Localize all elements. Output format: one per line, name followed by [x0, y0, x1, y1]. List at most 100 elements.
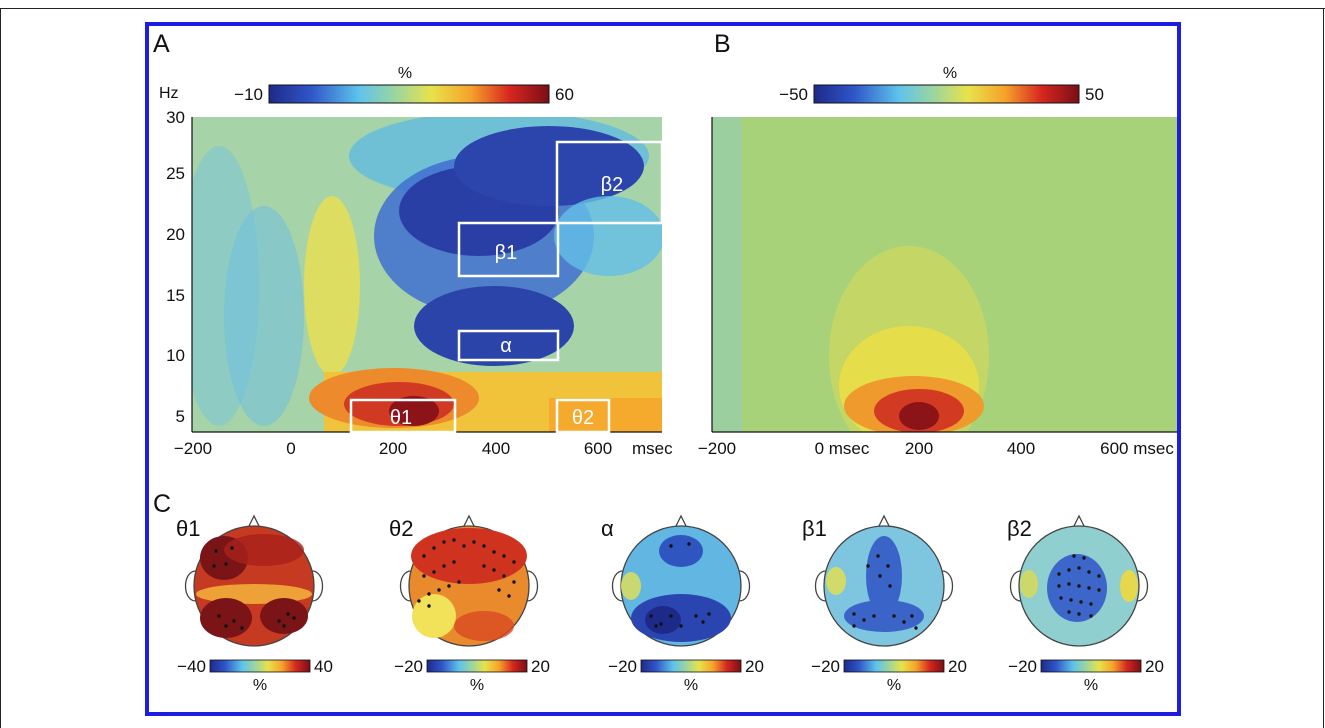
electrode-dot: [217, 614, 221, 618]
panel-b-x-tick: 600 msec: [1100, 439, 1174, 458]
electrode-dot: [432, 570, 436, 574]
panel-a: A Hz % −10 60 30 25: [153, 30, 673, 458]
electrode-dot: [492, 568, 496, 572]
electrode-dot: [502, 574, 506, 578]
scalp-hotspot: [1020, 570, 1038, 598]
panel-b-axes: [711, 117, 1177, 433]
scalp-hotspot: [645, 606, 681, 634]
panel-b-x-tick: 0 msec: [815, 439, 870, 458]
panel-a-x-unit: msec: [632, 439, 673, 458]
panel-a-colorbar-max: 60: [555, 85, 574, 104]
band-label-alpha: α: [500, 335, 512, 357]
electrode-dot: [457, 580, 461, 584]
head-nose: [674, 514, 688, 529]
panel-a-y-tick: 20: [166, 225, 185, 244]
band-label-beta2: β2: [601, 174, 624, 196]
electrode-dot: [1059, 596, 1063, 600]
electrode-dot: [669, 614, 673, 618]
electrode-dot: [852, 612, 856, 616]
electrode-dot: [427, 592, 431, 596]
panel-b: B % −50 50 −200 0 msec 200 400 600 msec: [698, 30, 1182, 458]
electrode-dot: [502, 554, 506, 558]
topomap-unit: %: [470, 677, 484, 694]
head-nose: [877, 514, 891, 529]
panel-a-y-tick: 15: [166, 286, 185, 305]
panel-b-colorbar-min: −50: [779, 85, 808, 104]
scalp-hotspot: [411, 528, 527, 584]
head-nose: [462, 514, 476, 529]
electrode-dot: [669, 544, 673, 548]
topomap-colorbar: [640, 659, 742, 673]
panel-b-heatmap: [712, 117, 1182, 432]
topomap-min: −40: [177, 657, 206, 676]
electrode-dot: [482, 564, 486, 568]
page-rule-left: [0, 8, 1, 728]
panel-a-colorbar: [268, 84, 550, 104]
electrode-dot: [422, 574, 426, 578]
electrode-dot: [442, 540, 446, 544]
topomap-max: 20: [948, 657, 967, 676]
electrode-dot: [224, 624, 228, 628]
panel-a-y-tick: 5: [176, 407, 185, 426]
head-nose: [247, 514, 261, 529]
electrode-dot: [214, 549, 218, 553]
panel-a-heatmap: [192, 117, 662, 432]
topomap-unit: %: [684, 677, 698, 694]
topomap-unit: %: [253, 677, 267, 694]
band-label-theta2: θ2: [572, 407, 594, 429]
topomap-max: 20: [531, 657, 550, 676]
electrode-dot: [687, 542, 691, 546]
electrode-dot: [694, 614, 698, 618]
panel-b-colorbar-label: %: [943, 65, 957, 82]
panel-b-x-tick: 200: [905, 439, 933, 458]
scalp-hotspot: [844, 600, 924, 632]
panel-a-x-tick: −200: [174, 439, 212, 458]
scalp-hotspot: [260, 598, 308, 634]
figure-frame: A Hz % −10 60 30 25: [145, 22, 1182, 716]
electrode-dot: [422, 554, 426, 558]
electrode-dot: [212, 564, 216, 568]
panel-a-letter: A: [153, 30, 170, 58]
electrode-dot: [910, 614, 914, 618]
scalp-hotspot: [621, 572, 641, 600]
electrode-dot: [230, 546, 234, 550]
scalp-hotspot: [200, 598, 252, 638]
electrode-dot: [232, 619, 236, 623]
panel-a-band-boxes: [349, 140, 664, 434]
topomap-min: −20: [394, 657, 423, 676]
topomap-label: β1: [802, 516, 827, 541]
scalp-hotspot: [412, 594, 456, 638]
topomap-theta1: θ1 −40 40 %: [176, 514, 333, 694]
electrode-dot: [1067, 610, 1071, 614]
topomap-label: θ2: [389, 516, 413, 541]
topomap-theta2: θ2 −20 20 %: [389, 514, 550, 694]
head-ear-right: [1136, 570, 1149, 602]
panel-c: C θ1 −40 40 % θ2: [153, 490, 1164, 694]
scalp-hotspot: [866, 536, 902, 616]
electrode-dot: [452, 560, 456, 564]
electrode-dot: [878, 574, 882, 578]
electrode-dot: [1087, 586, 1091, 590]
panel-a-band-labels: β1 β2 α θ1 θ2: [390, 174, 623, 429]
panel-a-y-tick: 10: [166, 346, 185, 365]
topomap-max: 20: [745, 657, 764, 676]
topomap-label: α: [601, 516, 614, 541]
electrode-dot: [852, 624, 856, 628]
electrode-dot: [866, 564, 870, 568]
panel-a-y-ticks: 30 25 20 15 10 5: [166, 108, 185, 426]
electrode-dot: [679, 624, 683, 628]
electrode-dot: [462, 544, 466, 548]
scalp-hotspot: [659, 535, 703, 567]
figure-canvas: A Hz % −10 60 30 25: [153, 30, 1182, 694]
electrode-dot: [1077, 612, 1081, 616]
electrode-dot: [512, 560, 516, 564]
electrode-dot: [1087, 570, 1091, 574]
electrode-dot: [417, 599, 421, 603]
electrode-dot: [902, 620, 906, 624]
page-rule-right: [1323, 8, 1324, 728]
topomap-min: −20: [811, 657, 840, 676]
panel-b-x-ticks: −200 0 msec 200 400 600 msec: [698, 439, 1174, 458]
electrode-dot: [432, 546, 436, 550]
electrode-dot: [862, 618, 866, 622]
electrode-dot: [507, 594, 511, 598]
